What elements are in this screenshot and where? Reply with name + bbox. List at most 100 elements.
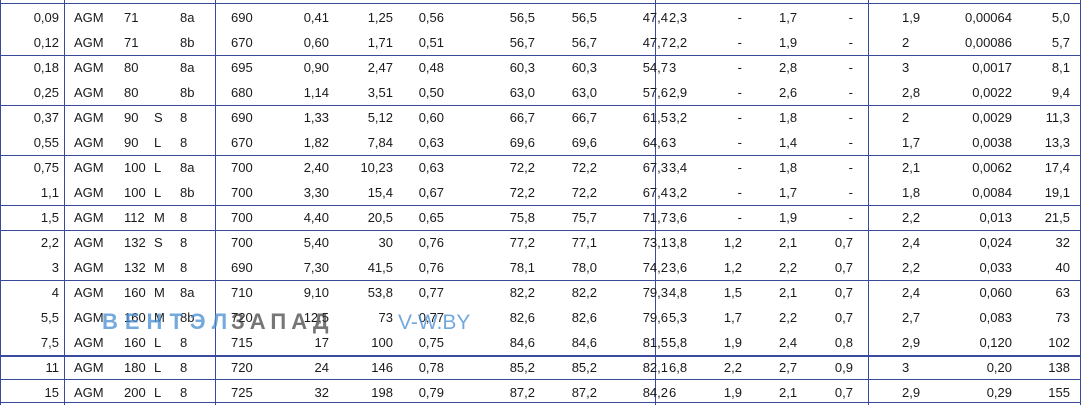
table-cell-eff-full: 69,6 <box>509 135 535 150</box>
watermark-brand-part2: ЗАПАД <box>231 309 334 334</box>
table-cell-inertia: 0,060 <box>979 285 1012 300</box>
table-cell-eff-3q: 63,0 <box>571 85 597 100</box>
table-cell-ratio-c: 2,6 <box>779 85 798 100</box>
table-cell-series: AGM <box>74 260 104 275</box>
table-cell-ratio-a: 6 <box>669 385 677 400</box>
table-cell-power: 15 <box>44 385 59 400</box>
table-cell-frame: 100 <box>124 160 146 175</box>
table-column-divider <box>215 0 216 405</box>
table-cell-torque: 20,5 <box>367 210 393 225</box>
table-cell-inertia: 0,013 <box>979 210 1012 225</box>
table-cell-power: 11 <box>45 360 60 375</box>
table-cell-mass: 63 <box>1055 285 1070 300</box>
table-cell-eff-3q: 75,7 <box>571 210 597 225</box>
table-cell-mass: 19,1 <box>1044 185 1070 200</box>
table-cell-series: AGM <box>74 235 104 250</box>
table-cell-inertia: 0,0038 <box>972 135 1012 150</box>
table-cell-pf: 0,76 <box>418 235 444 250</box>
table-cell-frame: 112 <box>124 210 145 225</box>
table-cell-pf: 0,76 <box>418 260 444 275</box>
table-cell-ratio-b: - <box>737 60 742 75</box>
table-cell-eff-3q: 82,2 <box>571 285 597 300</box>
table-cell-ratio-d: - <box>848 85 853 100</box>
table-cell-rpm: 720 <box>231 310 253 325</box>
table-cell-eff-full: 60,3 <box>509 60 535 75</box>
table-cell-ratio-c: 2,2 <box>779 310 798 325</box>
table-cell-power: 1,5 <box>40 210 59 225</box>
table-cell-eff-full: 63,0 <box>509 85 535 100</box>
table-cell-power: 5,5 <box>40 310 59 325</box>
table-cell-frame: 160 <box>124 335 146 350</box>
table-cell-ratio-d: - <box>848 110 853 125</box>
table-cell-eff-full: 78,1 <box>509 260 535 275</box>
table-cell-ratio-c: 1,8 <box>779 160 798 175</box>
table-cell-series: AGM <box>74 335 104 350</box>
table-cell-length: S <box>154 235 163 250</box>
table-cell-power: 0,09 <box>33 10 59 25</box>
table-cell-pf: 0,63 <box>418 135 444 150</box>
table-cell-eff-full: 72,2 <box>509 185 535 200</box>
table-cell-ratio-d: - <box>848 160 853 175</box>
table-cell-ratio-e: 2 <box>902 110 910 125</box>
table-cell-frame: 90 <box>124 135 139 150</box>
table-cell-power: 3 <box>51 260 59 275</box>
table-column-divider <box>0 0 1 405</box>
table-cell-eff-full: 77,2 <box>509 235 535 250</box>
table-cell-length: L <box>154 360 162 375</box>
table-cell-eff-3q: 77,1 <box>571 235 597 250</box>
table-cell-poles: 8a <box>180 160 195 175</box>
table-cell-poles: 8 <box>180 385 188 400</box>
table-cell-ratio-d: - <box>848 10 853 25</box>
table-cell-current: 17 <box>314 335 329 350</box>
table-cell-ratio-b: - <box>737 35 742 50</box>
table-cell-rpm: 670 <box>231 35 253 50</box>
table-cell-ratio-c: 2,2 <box>779 260 798 275</box>
table-cell-ratio-b: 1,9 <box>723 335 742 350</box>
table-cell-ratio-d: 0,7 <box>834 260 853 275</box>
table-cell-eff-3q: 72,2 <box>571 160 597 175</box>
table-cell-eff-3q: 85,2 <box>571 360 597 375</box>
table-cell-power: 4 <box>51 285 59 300</box>
table-cell-ratio-e: 2,4 <box>902 235 921 250</box>
table-cell-torque: 100 <box>371 335 393 350</box>
table-cell-mass: 5,7 <box>1051 35 1070 50</box>
table-cell-eff-full: 85,2 <box>509 360 535 375</box>
table-column-divider <box>868 0 869 405</box>
table-cell-ratio-c: 1,7 <box>779 10 798 25</box>
table-cell-ratio-a: 3,6 <box>669 210 688 225</box>
table-cell-power: 0,75 <box>33 160 59 175</box>
table-cell-ratio-d: - <box>848 60 853 75</box>
table-cell-pf: 0,56 <box>418 10 444 25</box>
table-cell-eff-half: 47,7 <box>642 35 668 50</box>
table-cell-series: AGM <box>74 85 104 100</box>
table-cell-poles: 8 <box>180 235 188 250</box>
table-cell-current: 0,90 <box>303 60 329 75</box>
table-cell-eff-half: 54,7 <box>642 60 668 75</box>
table-cell-ratio-c: 1,9 <box>779 210 798 225</box>
table-cell-ratio-b: 1,5 <box>723 285 742 300</box>
table-cell-frame: 180 <box>124 360 146 375</box>
table-cell-rpm: 710 <box>231 285 253 300</box>
table-cell-eff-half: 74,2 <box>642 260 668 275</box>
table-cell-eff-3q: 87,2 <box>571 385 597 400</box>
table-cell-rpm: 700 <box>231 235 253 250</box>
table-cell-eff-full: 82,6 <box>509 310 535 325</box>
table-cell-ratio-a: 5,8 <box>669 335 688 350</box>
table-cell-rpm: 690 <box>231 10 253 25</box>
table-cell-ratio-b: - <box>737 185 742 200</box>
table-cell-ratio-b: - <box>737 160 742 175</box>
table-cell-ratio-e: 2 <box>902 35 910 50</box>
table-cell-series: AGM <box>74 135 104 150</box>
table-cell-inertia: 0,0062 <box>972 160 1012 175</box>
table-cell-ratio-e: 2,7 <box>902 310 921 325</box>
table-cell-ratio-a: 3,4 <box>669 160 688 175</box>
table-cell-series: AGM <box>74 185 104 200</box>
table-cell-rpm: 690 <box>231 110 253 125</box>
table-cell-ratio-c: 2,7 <box>779 360 798 375</box>
table-cell-series: AGM <box>74 35 104 50</box>
table-cell-power: 7,5 <box>40 335 59 350</box>
table-cell-eff-half: 79,6 <box>642 310 668 325</box>
table-cell-pf: 0,65 <box>418 210 444 225</box>
table-cell-ratio-d: - <box>848 35 853 50</box>
table-cell-series: AGM <box>74 310 104 325</box>
